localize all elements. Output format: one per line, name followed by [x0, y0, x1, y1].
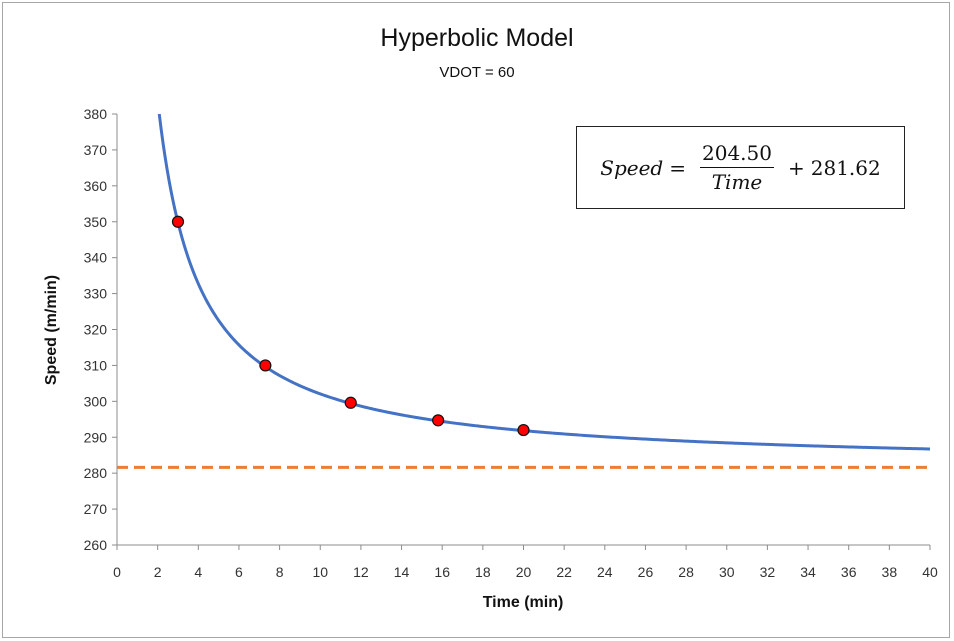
x-tick-label: 6	[235, 564, 243, 580]
x-tick-label: 20	[516, 564, 532, 580]
equation-numerator: 204.50	[700, 141, 774, 168]
y-tick-label: 330	[84, 286, 108, 302]
x-tick-label: 26	[638, 564, 654, 580]
x-tick-label: 24	[597, 564, 613, 580]
equation-constant: 281.62	[810, 155, 881, 180]
model-curve	[157, 113, 931, 451]
x-tick-label: 38	[882, 564, 898, 580]
x-tick-label: 4	[194, 564, 202, 580]
x-tick-label: 12	[353, 564, 369, 580]
x-tick-label: 28	[678, 564, 694, 580]
y-tick-label: 300	[84, 393, 108, 409]
data-point	[432, 414, 445, 427]
y-tick-label: 270	[84, 501, 108, 517]
y-tick-label: 320	[84, 322, 108, 338]
x-tick-label: 10	[312, 564, 328, 580]
data-point	[517, 423, 530, 437]
equation-plus: +	[787, 155, 805, 180]
x-tick-label: 16	[434, 564, 450, 580]
x-tick-label: 18	[475, 564, 491, 580]
y-tick-label: 370	[84, 142, 108, 158]
y-tick-label: 310	[84, 357, 108, 373]
chart-title: Hyperbolic Model	[380, 24, 574, 52]
equation-lhs: Speed	[600, 155, 664, 180]
x-axis-label: Time (min)	[482, 594, 564, 611]
x-tick-label: 36	[841, 564, 857, 580]
x-tick-label: 14	[394, 564, 410, 580]
x-tick-label: 2	[154, 564, 162, 580]
equation-box: Speed = 204.50 Time + 281.62	[576, 126, 905, 209]
x-tick-label: 32	[760, 564, 776, 580]
x-tick-label: 40	[922, 564, 938, 580]
y-tick-label: 280	[84, 465, 108, 481]
chart-subtitle: VDOT = 60	[439, 64, 515, 81]
y-tick-label: 360	[84, 178, 108, 194]
x-tick-label: 8	[276, 564, 284, 580]
data-point	[259, 359, 272, 372]
data-point	[171, 215, 185, 228]
y-tick-label: 350	[84, 214, 108, 230]
data-point	[344, 396, 357, 409]
x-tick-label: 22	[556, 564, 572, 580]
equation: Speed = 204.50 Time + 281.62	[577, 127, 904, 208]
x-tick-label: 34	[800, 564, 816, 580]
y-tick-label: 340	[84, 250, 108, 266]
equation-denominator: Time	[711, 170, 763, 194]
y-tick-label: 290	[84, 429, 108, 445]
y-tick-label: 380	[84, 106, 108, 122]
equation-fraction: 204.50 Time	[700, 141, 774, 194]
y-tick-label: 260	[84, 537, 108, 553]
x-tick-label: 30	[719, 564, 735, 580]
x-tick-label: 0	[113, 564, 121, 580]
equation-equals: =	[669, 155, 686, 180]
